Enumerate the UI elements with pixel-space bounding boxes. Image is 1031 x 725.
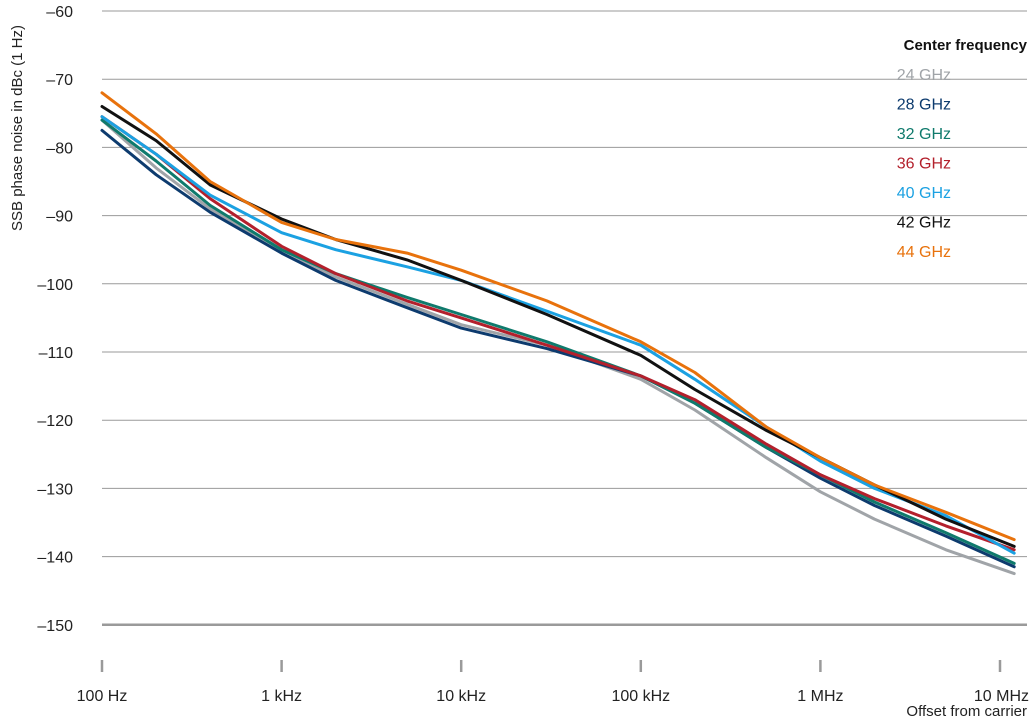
series-line-28-ghz — [100, 128, 1016, 569]
x-tick-label: 1 MHz — [797, 688, 843, 705]
legend-entries: 24 GHz 28 GHz 32 GHz 36 GHz 40 GHz 42 GHz 44 G… — [897, 67, 951, 261]
y-tick-label: –120 — [37, 413, 73, 430]
series-line-42-ghz — [100, 105, 1016, 548]
legend: Center frequency 24 GHz 28 GHz 32 GHz 36 GH… — [897, 37, 1028, 261]
y-tick-label: –70 — [46, 72, 73, 89]
y-tick-label: –80 — [46, 140, 73, 157]
legend-entry: 42 GHz — [897, 215, 951, 232]
y-tick-labels: –60 –70 –80 –90 –100 –110 –120 –130 –140 –150 — [37, 4, 73, 635]
y-tick-label: –140 — [37, 550, 73, 567]
x-axis-title: Offset from carrier — [906, 703, 1027, 720]
x-tick-label: 100 kHz — [611, 688, 670, 705]
series-line-32-ghz — [100, 118, 1016, 565]
legend-entry: 24 GHz — [897, 67, 951, 84]
y-tick-label: –150 — [37, 618, 73, 635]
x-axis: 100 Hz 1 kHz 10 kHz 100 kHz 1 MHz 10 MHz — [77, 623, 1029, 705]
series-line-44-ghz — [100, 91, 1016, 542]
legend-entry: 44 GHz — [897, 244, 951, 261]
x-tick-label: 100 Hz — [77, 688, 128, 705]
series-line-40-ghz — [100, 115, 1016, 555]
legend-entry: 32 GHz — [897, 126, 951, 143]
y-tick-label: –100 — [37, 277, 73, 294]
legend-entry: 36 GHz — [897, 156, 951, 173]
legend-entry: 28 GHz — [897, 97, 951, 114]
series-lines — [100, 91, 1016, 576]
y-tick-label: –110 — [39, 345, 74, 362]
x-tick-label: 10 kHz — [436, 688, 486, 705]
legend-entry: 40 GHz — [897, 185, 951, 202]
series-line-36-ghz — [100, 115, 1016, 552]
y-tick-label: –60 — [46, 4, 73, 21]
y-axis-title: SSB phase noise in dBc (1 Hz) — [9, 25, 26, 231]
y-tick-label: –90 — [46, 209, 73, 226]
x-tick-label: 10 MHz — [974, 688, 1029, 705]
y-tick-label: –130 — [37, 481, 73, 498]
legend-title: Center frequency — [904, 37, 1028, 54]
gridlines — [102, 10, 1027, 558]
x-tick-label: 1 kHz — [261, 688, 302, 705]
